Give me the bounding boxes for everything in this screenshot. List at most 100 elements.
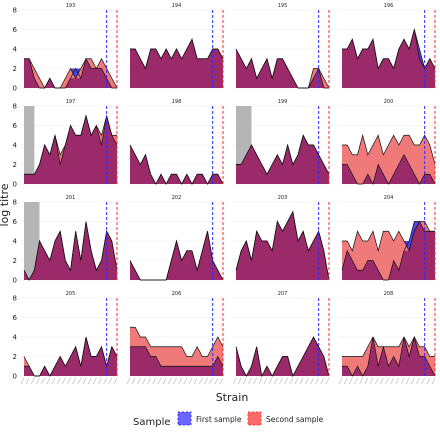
x-tick-mark xyxy=(431,377,436,385)
x-tick-mark xyxy=(243,377,247,385)
panel-strip xyxy=(126,192,227,202)
panel-strip xyxy=(126,96,227,106)
x-tick-mark xyxy=(152,377,157,385)
x-tick-mark xyxy=(310,377,314,385)
x-tick-mark xyxy=(299,377,304,385)
line-first-sample xyxy=(130,346,224,367)
line-first-sample xyxy=(236,134,330,175)
y-tick-label: 6 xyxy=(13,314,18,322)
x-tick-mark xyxy=(67,377,71,385)
x-tick-mark xyxy=(72,377,76,385)
x-tick-mark xyxy=(390,377,394,385)
panel-title: 207 xyxy=(278,291,288,297)
area-overlap xyxy=(236,135,329,184)
y-tick-label: 6 xyxy=(13,26,18,34)
y-tick-label: 0 xyxy=(13,181,17,189)
x-tick-mark xyxy=(199,377,203,385)
panel-strip xyxy=(232,288,333,298)
x-tick-mark xyxy=(87,377,92,385)
highlight-region xyxy=(24,106,35,184)
x-tick-mark xyxy=(219,377,224,385)
x-tick-mark xyxy=(173,377,177,385)
x-tick-mark xyxy=(237,377,242,385)
x-tick-mark xyxy=(113,377,118,385)
x-tick-mark xyxy=(320,377,325,385)
area-overlap xyxy=(236,49,329,88)
panel-title: 204 xyxy=(384,195,394,201)
x-tick-mark xyxy=(385,377,389,385)
panel-strip xyxy=(126,0,227,10)
legend-label-second-sample: Second sample xyxy=(266,415,324,424)
area-overlap xyxy=(24,221,117,280)
panel-197: 197 xyxy=(20,96,121,185)
x-tick-mark xyxy=(364,377,369,385)
x-tick-mark xyxy=(374,377,379,385)
area-overlap xyxy=(236,211,329,280)
y-tick-label: 8 xyxy=(13,7,17,15)
legend-key-first-sample xyxy=(177,411,192,426)
x-tick-mark xyxy=(274,377,278,385)
panel-title: 202 xyxy=(172,195,182,201)
panel-strip xyxy=(338,288,439,298)
x-tick-mark xyxy=(421,377,425,385)
area-overlap xyxy=(130,39,223,88)
panel-title: 205 xyxy=(66,291,76,297)
x-tick-mark xyxy=(325,377,330,385)
x-tick-mark xyxy=(338,377,343,385)
x-tick-mark xyxy=(142,377,146,385)
panel-200: 200 xyxy=(338,96,439,185)
x-tick-mark xyxy=(193,377,198,385)
x-tick-mark xyxy=(253,377,257,385)
y-axis-label: log titre xyxy=(0,183,11,226)
line-first-sample xyxy=(341,221,435,281)
x-tick-mark xyxy=(411,377,415,385)
x-tick-mark xyxy=(41,377,45,385)
panel-195: 195 xyxy=(232,0,333,89)
x-tick-mark xyxy=(349,377,353,385)
area-overlap xyxy=(130,231,223,280)
y-tick-label: 8 xyxy=(13,199,17,207)
x-tick-mark xyxy=(426,377,431,385)
y-tick-label: 6 xyxy=(13,218,18,226)
panel-title: 206 xyxy=(172,291,182,297)
x-tick-mark xyxy=(31,377,35,385)
x-tick-mark xyxy=(82,377,87,385)
line-first-sample xyxy=(24,57,117,89)
x-tick-mark xyxy=(369,377,374,385)
x-tick-mark xyxy=(268,377,273,385)
x-tick-mark xyxy=(204,377,208,385)
y-tick-label: 4 xyxy=(13,46,18,54)
y-tick-label: 0 xyxy=(13,373,17,381)
line-first-sample xyxy=(342,154,436,185)
x-tick-mark xyxy=(279,377,283,385)
panel-206: 206 xyxy=(126,288,227,385)
x-tick-mark xyxy=(400,377,405,385)
line-first-sample xyxy=(23,221,118,281)
x-tick-mark xyxy=(305,377,309,385)
x-tick-mark xyxy=(178,377,182,385)
x-tick-mark xyxy=(183,377,188,385)
y-tick-label: 4 xyxy=(13,238,18,246)
y-tick-label: 8 xyxy=(13,295,17,303)
x-tick-mark xyxy=(232,377,237,385)
panel-198: 198 xyxy=(126,96,227,185)
x-tick-mark xyxy=(343,377,348,385)
panel-title: 193 xyxy=(66,3,76,9)
x-tick-mark xyxy=(263,377,268,385)
x-tick-mark xyxy=(405,377,410,385)
x-tick-mark xyxy=(380,377,384,385)
y-tick-label: 2 xyxy=(13,353,17,361)
x-tick-mark xyxy=(214,377,219,385)
x-tick-mark xyxy=(126,377,131,385)
x-tick-mark xyxy=(168,377,172,385)
panel-strip xyxy=(20,192,121,202)
panel-title: 197 xyxy=(66,99,76,105)
panel-208: 208 xyxy=(338,288,439,385)
x-tick-mark xyxy=(108,377,113,385)
legend-label-first-sample: First sample xyxy=(196,415,242,424)
x-tick-mark xyxy=(289,377,294,385)
panel-204: 204 xyxy=(338,192,439,281)
x-tick-mark xyxy=(46,377,51,385)
line-second-sample xyxy=(130,326,224,357)
panel-title: 208 xyxy=(384,291,394,297)
